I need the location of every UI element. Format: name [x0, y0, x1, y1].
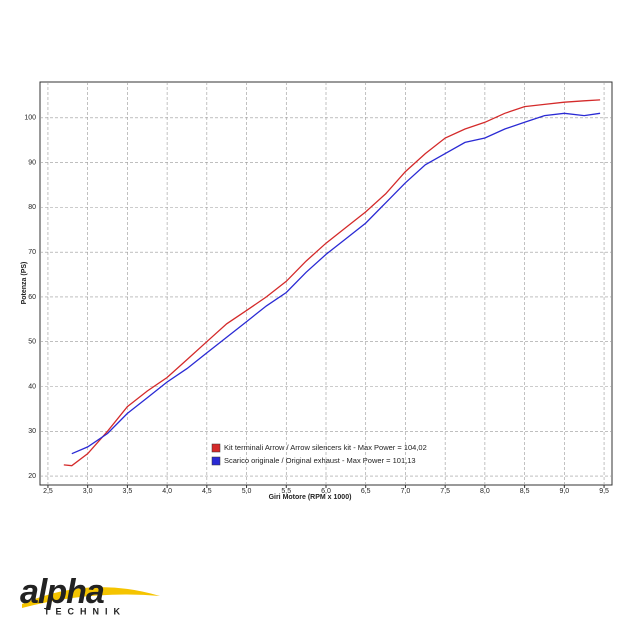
x-tick-label: 6,5	[361, 488, 371, 495]
y-tick-label: 20	[28, 473, 36, 480]
x-tick-label: 7,0	[401, 488, 411, 495]
logo: alpha TECHNIK	[20, 573, 160, 616]
legend-label: Scarico originale / Original exhaust - M…	[224, 456, 416, 465]
series-line	[71, 112, 601, 455]
logo-swoosh	[22, 587, 160, 608]
x-tick-label: 2,5	[43, 488, 53, 495]
legend-swatch	[211, 443, 221, 453]
x-axis-label: Giri Motore (RPM x 1000)	[269, 494, 352, 501]
y-tick-label: 90	[28, 159, 36, 166]
x-tick-label: 4,5	[202, 488, 212, 495]
x-tick-label: 9,0	[559, 488, 569, 495]
logo-tagline: TECHNIK	[44, 606, 126, 616]
y-tick-label: 70	[28, 249, 36, 256]
x-tick-label: 5,5	[281, 488, 291, 495]
x-tick-label: 6,0	[321, 488, 331, 495]
y-tick-label: 60	[28, 294, 36, 301]
x-tick-label: 3,0	[83, 488, 93, 495]
x-tick-label: 8,0	[480, 488, 490, 495]
y-tick-label: 30	[28, 428, 36, 435]
y-axis-label: Potenza (PS)	[21, 262, 28, 305]
y-tick-label: 50	[28, 339, 36, 346]
y-tick-label: 100	[24, 115, 36, 122]
x-tick-label: 3,5	[123, 488, 133, 495]
x-tick-label: 9,5	[599, 488, 609, 495]
x-tick-label: 5,0	[242, 488, 252, 495]
x-tick-label: 7,5	[440, 488, 450, 495]
x-tick-label: 8,5	[520, 488, 530, 495]
legend-label: Kit terminali Arrow / Arrow silencers ki…	[224, 443, 427, 452]
x-tick-label: 4,0	[162, 488, 172, 495]
y-tick-label: 80	[28, 204, 36, 211]
y-tick-label: 40	[28, 383, 36, 390]
series-line	[63, 99, 601, 467]
logo-name: alpha	[20, 573, 104, 611]
legend-swatch	[211, 456, 221, 466]
